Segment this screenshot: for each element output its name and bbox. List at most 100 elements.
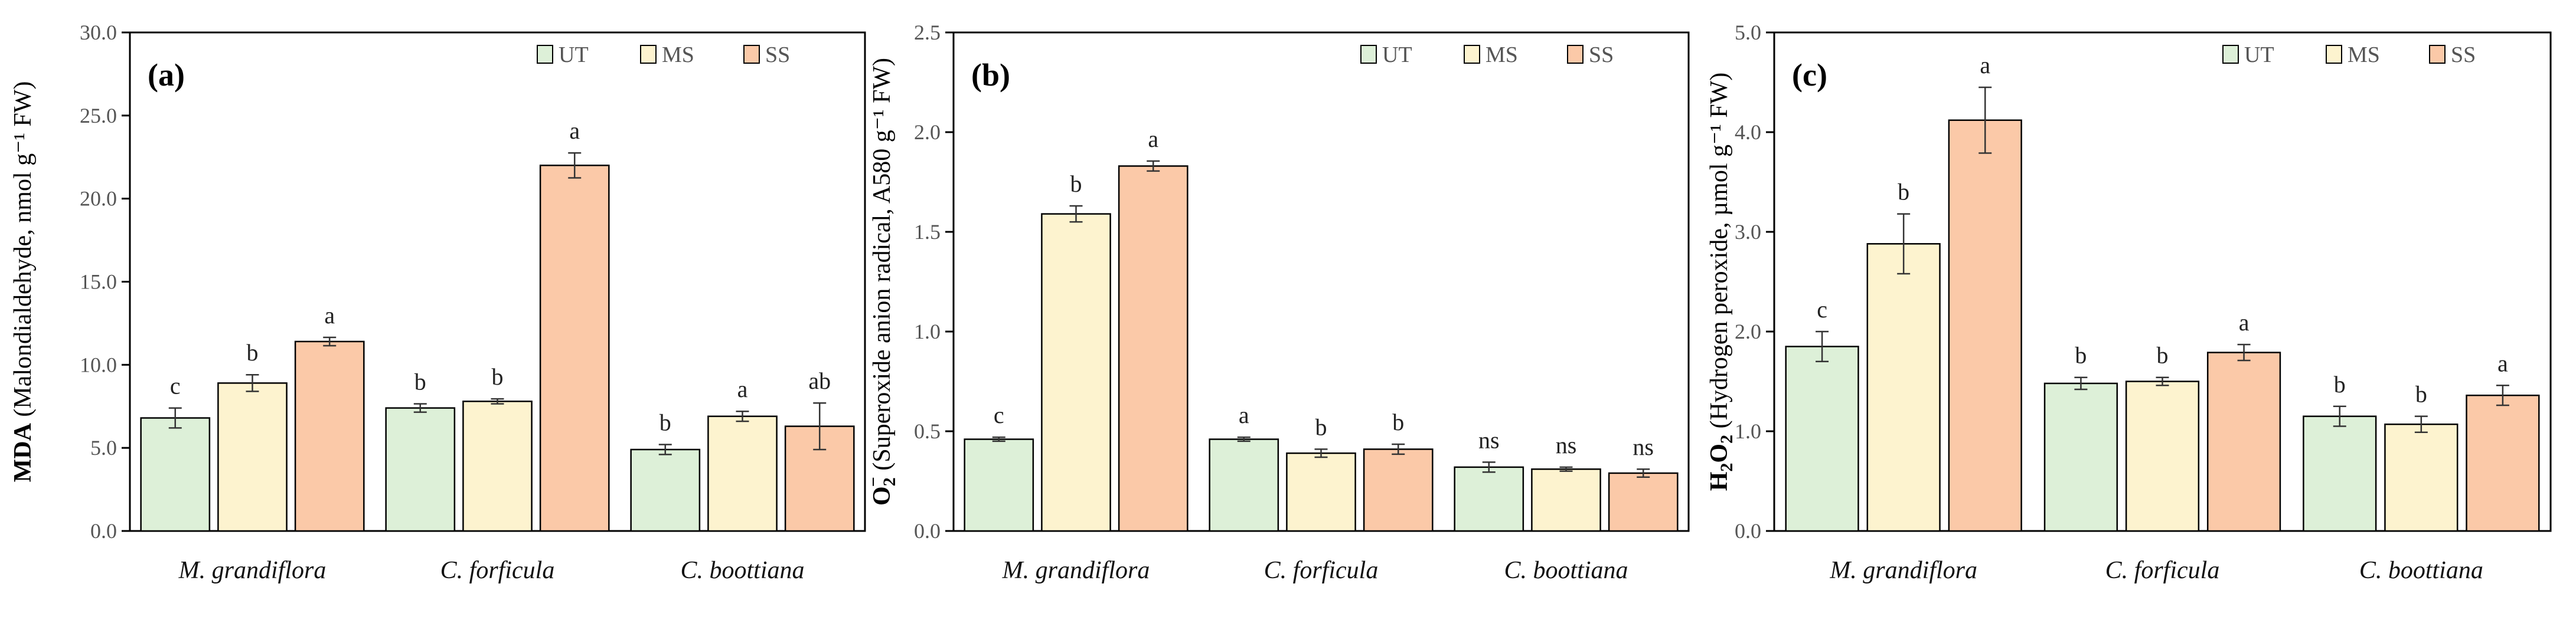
panel-1: 0.0 5.0 10.0 15.0 20.0 25.0 30.0 MDA (Malondial… [9, 21, 866, 584]
category-label: C. forficula [440, 557, 555, 584]
bar-ut-m-grandiflora [1785, 346, 1859, 532]
legend-swatch-ms [640, 45, 657, 64]
legend-label-ss: SS [765, 42, 790, 67]
y-tick-label: 2.5 [914, 21, 941, 44]
y-tick-label: 15.0 [80, 270, 117, 294]
significance-label: b [1392, 409, 1404, 435]
bar-ut-m-grandiflora [140, 417, 211, 532]
significance-label: ns [1478, 427, 1500, 453]
panel-label: (c) [1792, 57, 1827, 93]
bar-ms-m-grandiflora [1866, 243, 1941, 532]
bar-ss-c-forficula [2206, 352, 2281, 532]
y-tick-label: 2.0 [1735, 320, 1761, 343]
significance-label: b [659, 409, 671, 436]
significance-label: a [2497, 350, 2508, 376]
legend-swatch-ss [1567, 45, 1584, 64]
panel-label: (a) [148, 57, 185, 93]
bar-ms-c-boottiana [2384, 423, 2459, 532]
category-label: C. boottiana [2359, 557, 2483, 584]
y-tick-label: 20.0 [80, 187, 117, 211]
y-tick-label: 5.0 [1735, 21, 1761, 44]
y-tick-label: 0.0 [1735, 519, 1761, 543]
significance-label: b [2075, 342, 2087, 369]
bar-ss-m-grandiflora [1118, 165, 1189, 532]
bar-ut-m-grandiflora [964, 438, 1034, 532]
significance-label: ab [808, 368, 831, 394]
bar-ut-c-boottiana [1454, 466, 1524, 532]
significance-label: a [1239, 402, 1249, 428]
category-label: C. boottiana [680, 557, 804, 584]
legend-swatch-ut [537, 45, 553, 64]
significance-label: b [1898, 179, 1909, 205]
y-tick-label: 4.0 [1735, 120, 1761, 144]
significance-label: a [2239, 309, 2249, 336]
bar-ut-c-boottiana [630, 448, 701, 532]
significance-label: c [994, 402, 1004, 428]
legend-swatch-ms [1464, 45, 1480, 64]
y-tick-label: 0.0 [90, 519, 117, 543]
bar-ms-m-grandiflora [217, 382, 288, 532]
y-tick-label: 3.0 [1735, 220, 1761, 244]
legend-swatch-ut [1360, 45, 1377, 64]
bar-ss-c-forficula [539, 165, 610, 532]
significance-label: a [1980, 52, 1990, 78]
legend-label-ss: SS [1589, 42, 1614, 67]
y-tick-label: 1.5 [914, 220, 941, 244]
significance-label: b [2334, 371, 2346, 398]
panel-label: (b) [971, 57, 1010, 93]
y-tick-label: 1.0 [914, 320, 941, 343]
legend: UT MS SS [1360, 42, 1614, 67]
y-tick-label: 5.0 [90, 436, 117, 460]
y-tick-label: 30.0 [80, 21, 117, 44]
significance-label: a [1148, 126, 1158, 152]
legend-label-ms: MS [662, 42, 694, 67]
significance-label: a [569, 117, 580, 144]
significance-label: a [324, 302, 335, 329]
significance-label: ns [1556, 432, 1577, 458]
bar-ss-c-boottiana [1608, 472, 1679, 532]
bar-ut-c-boottiana [2303, 415, 2377, 532]
significance-label: b [2157, 342, 2169, 369]
legend-label-ut: UT [559, 42, 589, 67]
significance-label: a [737, 376, 748, 402]
bar-ms-c-forficula [1286, 452, 1356, 532]
y-axis-label: MDA (Malondialdehyde, nmol g⁻¹ FW) [9, 81, 37, 483]
bar-ut-c-forficula [385, 407, 456, 532]
legend-label-ms: MS [1485, 42, 1518, 67]
legend-label-ms: MS [2348, 42, 2380, 67]
y-tick-label: 10.0 [80, 353, 117, 376]
category-label: M. grandiflora [1829, 557, 1977, 584]
y-tick-label: 25.0 [80, 104, 117, 127]
y-axis-label: O2− (Superoxide anion radical, A580 g⁻¹ … [864, 58, 899, 506]
bar-ss-c-boottiana [2466, 394, 2540, 532]
legend-label-ut: UT [2244, 42, 2274, 67]
significance-label: c [170, 373, 181, 399]
bar-ss-m-grandiflora [294, 340, 365, 532]
y-tick-label: 0.5 [914, 419, 941, 443]
bar-ss-m-grandiflora [1948, 119, 2022, 532]
bar-ms-c-boottiana [1531, 468, 1601, 532]
significance-label: b [247, 339, 259, 366]
bar-ms-c-forficula [462, 401, 533, 532]
significance-label: c [1817, 296, 1827, 323]
legend: UT MS SS [2222, 42, 2476, 67]
legend: UT MS SS [537, 42, 790, 67]
legend-swatch-ms [2326, 45, 2342, 64]
panel-2: 0.0 0.5 1.0 1.5 2.0 2.5 O2− (Superoxide anion … [864, 21, 1690, 584]
bar-ut-c-forficula [2043, 382, 2118, 532]
bar-ut-c-forficula [1209, 438, 1279, 532]
bar-ms-c-boottiana [707, 415, 778, 532]
significance-label: b [492, 363, 504, 390]
significance-label: b [1070, 170, 1082, 197]
category-label: M. grandiflora [1002, 557, 1150, 584]
legend-label-ut: UT [1382, 42, 1412, 67]
panel-3: 0.0 1.0 2.0 3.0 4.0 5.0 H2O2 (Hydrogen peroxid… [1706, 21, 2552, 584]
significance-label: b [2415, 381, 2427, 408]
legend-swatch-ss [743, 45, 760, 64]
y-tick-label: 1.0 [1735, 419, 1761, 443]
y-axis-label: H2O2 (Hydrogen peroxide, µmol g⁻¹ FW) [1706, 73, 1736, 491]
bar-ms-m-grandiflora [1041, 213, 1111, 532]
bar-ms-c-forficula [2125, 381, 2200, 532]
category-label: C. boottiana [1504, 557, 1628, 584]
